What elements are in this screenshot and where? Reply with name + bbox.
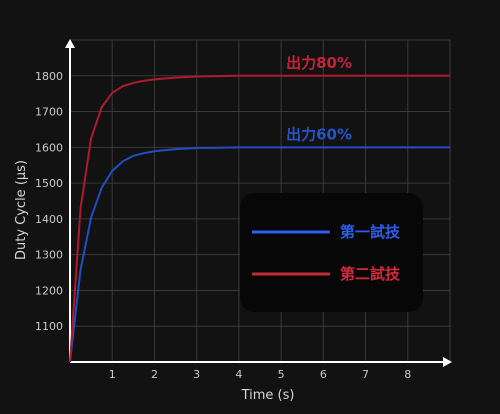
y-tick-label: 1700 bbox=[35, 106, 63, 119]
x-tick-label: 4 bbox=[235, 368, 242, 381]
y-tick-label: 1400 bbox=[35, 213, 63, 226]
x-axis-arrow bbox=[443, 357, 452, 367]
y-tick-label: 1500 bbox=[35, 177, 63, 190]
x-axis-title: Time (s) bbox=[241, 388, 295, 403]
x-tick-label: 2 bbox=[151, 368, 158, 381]
y-axis-title: Duty Cycle (µs) bbox=[14, 160, 29, 260]
y-tick-label: 1100 bbox=[35, 320, 63, 333]
legend-box bbox=[240, 193, 423, 312]
x-tick-labels: 1 2 3 4 5 6 7 8 bbox=[109, 368, 412, 381]
x-tick-label: 7 bbox=[362, 368, 369, 381]
x-tick-label: 8 bbox=[404, 368, 411, 381]
y-tick-label: 1200 bbox=[35, 284, 63, 297]
legend-label-2: 第二試技 bbox=[340, 265, 401, 283]
legend-label-1: 第一試技 bbox=[340, 223, 401, 241]
y-tick-label: 1800 bbox=[35, 70, 63, 83]
y-axis-arrow bbox=[65, 39, 75, 48]
annotations: 出力80% 出力60% bbox=[286, 54, 352, 144]
series-line-1 bbox=[69, 146, 450, 363]
y-tick-labels: 1100 1200 1300 1400 1500 1600 1700 1800 bbox=[35, 70, 63, 333]
x-tick-label: 1 bbox=[109, 368, 116, 381]
x-tick-label: 3 bbox=[193, 368, 200, 381]
annotation-label: 出力60% bbox=[286, 125, 352, 143]
legend: 第一試技 第二試技 bbox=[240, 193, 423, 312]
x-tick-label: 5 bbox=[278, 368, 285, 381]
annotation-label: 出力80% bbox=[286, 54, 352, 72]
y-tick-label: 1600 bbox=[35, 141, 63, 154]
y-tick-label: 1300 bbox=[35, 249, 63, 262]
series-lines bbox=[69, 74, 450, 363]
x-tick-label: 6 bbox=[320, 368, 327, 381]
series-line-2 bbox=[69, 74, 450, 363]
axes bbox=[65, 39, 452, 367]
